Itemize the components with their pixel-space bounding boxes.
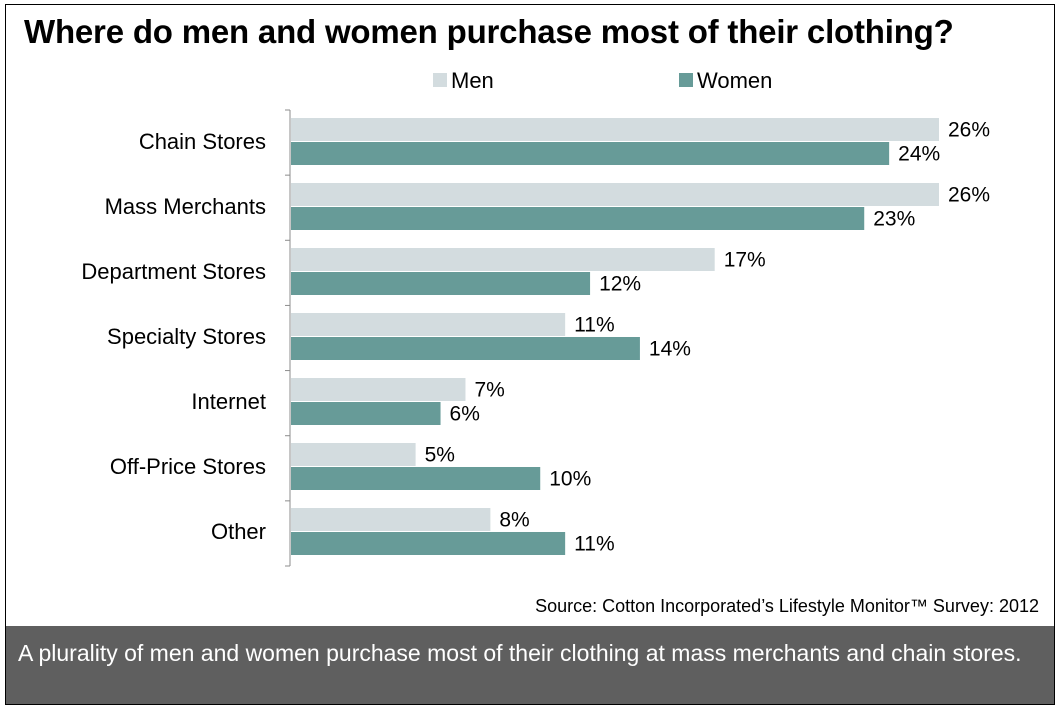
- value-label-women: 11%: [574, 533, 614, 556]
- bar-women: [291, 272, 591, 295]
- category-label: Internet: [191, 389, 266, 414]
- summary-text: A plurality of men and women purchase mo…: [18, 640, 1022, 666]
- value-label-men: 8%: [499, 509, 529, 532]
- value-label-men: 11%: [574, 314, 614, 337]
- legend-label-women: Women: [697, 68, 772, 93]
- category-label: Specialty Stores: [107, 324, 266, 349]
- bar-men: [291, 183, 939, 206]
- bar-men: [291, 378, 466, 401]
- value-label-women: 23%: [873, 208, 915, 231]
- value-label-men: 5%: [425, 444, 455, 467]
- bar-women: [291, 142, 890, 165]
- bar-women: [291, 467, 541, 490]
- bar-men: [291, 248, 715, 271]
- value-label-women: 14%: [649, 338, 691, 361]
- value-label-women: 12%: [599, 273, 641, 296]
- category-label: Mass Merchants: [105, 194, 266, 219]
- bar-men: [291, 508, 491, 531]
- bar-men: [291, 443, 416, 466]
- legend-swatch-men: [433, 73, 447, 87]
- source-note: Source: Cotton Incorporated’s Lifestyle …: [535, 596, 1039, 616]
- category-label: Off-Price Stores: [110, 454, 266, 479]
- value-label-women: 6%: [450, 403, 480, 426]
- bar-women: [291, 402, 441, 425]
- value-label-women: 10%: [549, 468, 591, 491]
- value-label-men: 26%: [948, 119, 990, 142]
- bar-women: [291, 207, 865, 230]
- value-label-men: 17%: [724, 249, 766, 272]
- bar-men: [291, 118, 939, 141]
- legend-label-men: Men: [451, 68, 494, 93]
- category-label: Department Stores: [81, 259, 266, 284]
- value-label-men: 7%: [474, 379, 504, 402]
- category-label: Other: [211, 519, 266, 544]
- value-label-men: 26%: [948, 184, 990, 207]
- bar-women: [291, 337, 640, 360]
- legend-swatch-women: [679, 73, 693, 87]
- bar-women: [291, 532, 566, 555]
- chart-title: Where do men and women purchase most of …: [24, 13, 954, 50]
- bar-men: [291, 313, 566, 336]
- summary-footer: A plurality of men and women purchase mo…: [6, 626, 1054, 704]
- value-label-women: 24%: [898, 143, 940, 166]
- category-label: Chain Stores: [139, 129, 266, 154]
